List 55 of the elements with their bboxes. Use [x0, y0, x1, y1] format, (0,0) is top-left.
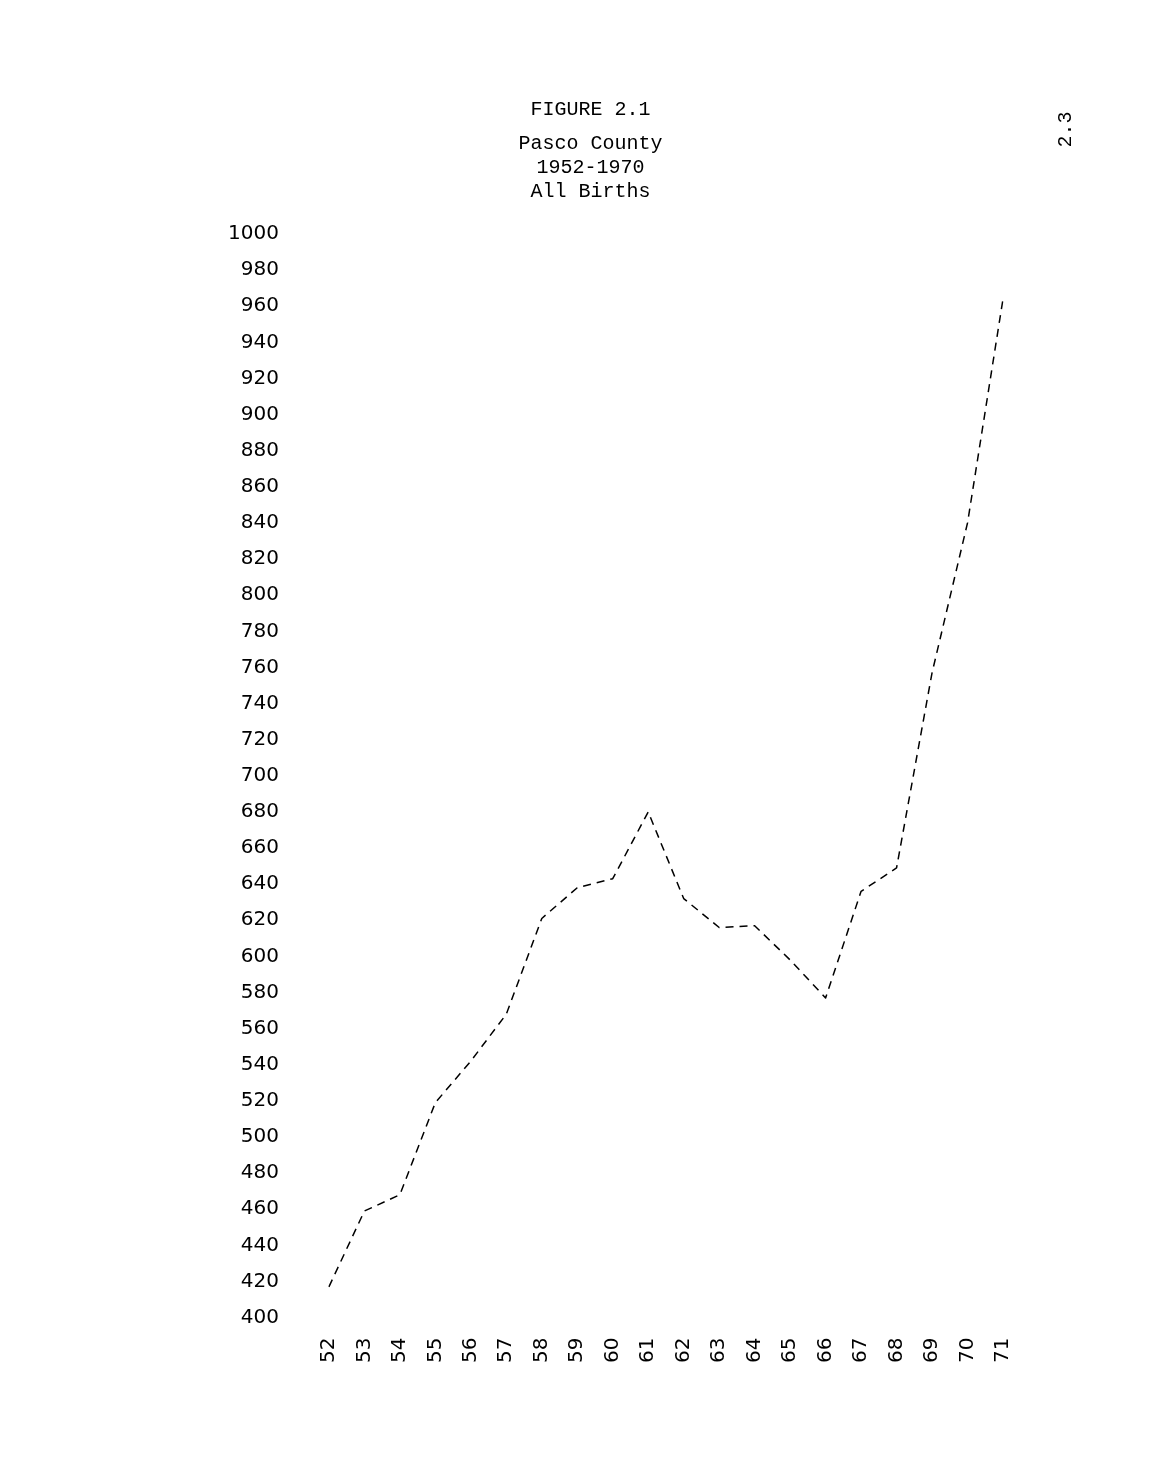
x-tick-label: 62 — [669, 1337, 694, 1363]
x-tick-label: 67 — [847, 1337, 872, 1363]
y-tick-label: 740 — [240, 689, 279, 714]
y-tick-label: 1000 — [227, 220, 279, 245]
y-tick-label: 700 — [240, 761, 279, 786]
x-tick-label: 59 — [563, 1337, 588, 1363]
x-tick-label: 69 — [918, 1337, 943, 1363]
x-tick-label: 61 — [634, 1337, 659, 1363]
y-tick-label: 440 — [240, 1231, 279, 1256]
x-tick-label: 57 — [492, 1337, 517, 1363]
y-tick-label: 680 — [240, 798, 279, 823]
y-tick-label: 540 — [240, 1050, 279, 1075]
y-tick-label: 800 — [240, 581, 279, 606]
x-tick-label: 66 — [811, 1337, 836, 1363]
x-tick-label: 55 — [421, 1337, 446, 1363]
y-tick-label: 860 — [240, 473, 279, 498]
y-tick-label: 760 — [240, 653, 279, 678]
x-tick-label: 54 — [386, 1337, 411, 1363]
y-tick-label: 460 — [240, 1195, 279, 1220]
y-tick-label: 780 — [240, 617, 279, 642]
x-tick-label: 65 — [776, 1337, 801, 1363]
y-tick-label: 480 — [240, 1159, 279, 1184]
y-tick-label: 660 — [240, 834, 279, 859]
x-tick-label: 70 — [953, 1337, 978, 1363]
y-tick-label: 840 — [240, 509, 279, 534]
y-tick-label: 940 — [240, 328, 279, 353]
y-tick-label: 880 — [240, 436, 279, 461]
x-tick-label: 64 — [740, 1337, 765, 1363]
y-tick-label: 420 — [240, 1267, 279, 1292]
y-tick-label: 580 — [240, 978, 279, 1003]
x-tick-label: 56 — [457, 1337, 482, 1363]
y-tick-label: 720 — [240, 725, 279, 750]
y-tick-label: 520 — [240, 1087, 279, 1112]
x-tick-label: 71 — [989, 1337, 1014, 1363]
x-tick-label: 63 — [705, 1337, 730, 1363]
y-tick-label: 600 — [240, 942, 279, 967]
chart-title: FIGURE 2.1 — [530, 98, 651, 122]
line-series — [328, 298, 1004, 1288]
x-tick-label: 60 — [598, 1337, 623, 1363]
y-tick-label: 560 — [240, 1014, 279, 1039]
x-tick-label: 58 — [527, 1337, 552, 1363]
x-tick-label: 68 — [882, 1337, 907, 1363]
chart-subtitle: Pasco County 1952-1970 All Births — [518, 132, 663, 204]
y-tick-label: 640 — [240, 870, 279, 895]
y-tick-label: 820 — [240, 545, 279, 570]
x-tick-label: 52 — [315, 1337, 340, 1363]
y-tick-label: 900 — [240, 400, 279, 425]
y-tick-label: 960 — [240, 292, 279, 317]
text: 2.3 — [1053, 111, 1077, 148]
y-tick-label: 500 — [240, 1123, 279, 1148]
y-tick-label: 980 — [240, 256, 279, 281]
y-tick-label: 920 — [240, 364, 279, 389]
y-tick-label: 400 — [240, 1303, 279, 1328]
y-tick-label: 620 — [240, 906, 279, 931]
x-tick-label: 53 — [350, 1337, 375, 1363]
